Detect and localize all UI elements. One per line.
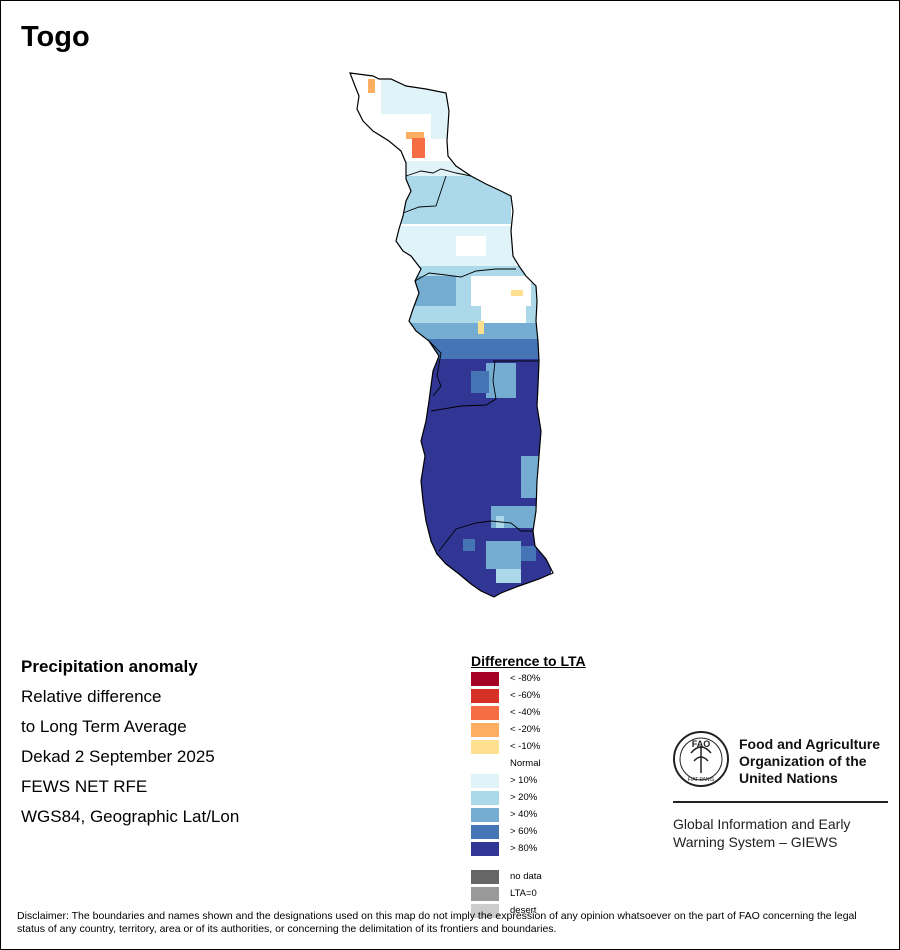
legend-label: < -40%	[510, 707, 541, 718]
fao-org-line-2: Organization of the	[739, 753, 867, 769]
legend-label: > 80%	[510, 843, 538, 854]
zone-coast-40	[486, 541, 521, 569]
legend-swatch	[471, 842, 499, 856]
zone-coast-20	[496, 569, 521, 583]
fao-org-line-3: United Nations	[739, 770, 838, 786]
boundary-centrale-west	[428, 340, 442, 397]
boundary-plateaux	[430, 360, 497, 412]
fao-org-line-1: Food and Agriculture	[739, 736, 881, 752]
fao-logo-top: FAO	[692, 739, 711, 749]
legend-title: Difference to LTA	[471, 653, 586, 669]
boundary-kara-west	[402, 175, 447, 214]
anomaly-raster	[350, 73, 553, 597]
legend-label: < -10%	[510, 741, 541, 752]
legend-label: < -60%	[510, 690, 541, 701]
info-line-2: Relative difference	[21, 687, 162, 706]
map-title: Togo	[21, 21, 90, 53]
legend-swatch	[471, 870, 499, 884]
legend-swatch	[471, 740, 499, 754]
region-boundaries	[402, 168, 538, 552]
zone-plateaux-40b	[486, 363, 516, 398]
info-line-3: to Long Term Average	[21, 717, 187, 736]
legend-swatch	[471, 757, 499, 771]
zone-dry-20b	[406, 132, 424, 139]
legend-label: Normal	[510, 758, 541, 769]
legend-swatch	[471, 774, 499, 788]
giews-line-1: Global Information and Early	[673, 816, 851, 832]
boundary-maritime	[438, 520, 533, 552]
legend-swatch	[471, 672, 499, 686]
legend-label: desert	[510, 905, 537, 916]
map-info: Precipitation anomaly Relative differenc…	[21, 657, 239, 837]
zone-coast-60	[521, 546, 536, 561]
legend-swatch	[471, 689, 499, 703]
legend-swatch	[471, 904, 499, 918]
legend-swatch	[471, 825, 499, 839]
legend-label: > 60%	[510, 826, 538, 837]
zone-east-40	[521, 456, 541, 498]
legend-label: LTA=0	[510, 888, 537, 899]
legend-swatch	[471, 706, 499, 720]
fao-logo-bottom: FIAT PANIS	[688, 777, 715, 783]
zone-north-10b	[431, 109, 451, 139]
legend-label: > 10%	[510, 775, 538, 786]
country-boundary	[349, 72, 554, 598]
zone-dry-10a	[511, 290, 523, 296]
legend-swatch	[471, 791, 499, 805]
zone-savanes-20	[401, 176, 511, 224]
legend-label: no data	[510, 871, 542, 882]
info-line-1: Precipitation anomaly	[21, 657, 198, 676]
legend-label: > 20%	[510, 792, 538, 803]
zone-plateaux-60	[421, 339, 541, 361]
giews-line-2: Warning System – GIEWS	[673, 834, 838, 850]
legend-swatch	[471, 808, 499, 822]
legend-label: < -20%	[510, 724, 541, 735]
legend-label: < -80%	[510, 673, 541, 684]
fao-divider	[673, 801, 888, 803]
zone-kara-normal	[456, 236, 486, 256]
fao-logo-icon: FAO FIAT PANIS	[673, 731, 729, 787]
disclaimer: Disclaimer: The boundaries and names sho…	[17, 910, 857, 935]
zone-dry-40	[412, 138, 425, 158]
boundary-savanes	[405, 168, 472, 177]
giews-name: Global Information and Early Warning Sys…	[673, 815, 850, 851]
info-line-4: Dekad 2 September 2025	[21, 747, 215, 766]
info-line-5: FEWS NET RFE	[21, 777, 148, 796]
legend-swatch	[471, 723, 499, 737]
fao-organization-name: Food and Agriculture Organization of the…	[739, 736, 880, 787]
zone-plateaux-60b	[471, 371, 489, 393]
boundary-kara	[414, 268, 516, 282]
legend-label: > 40%	[510, 809, 538, 820]
zone-dry-20a	[368, 79, 375, 93]
legend-swatch	[471, 887, 499, 901]
zone-dry-10b	[478, 321, 484, 334]
info-line-6: WGS84, Geographic Lat/Lon	[21, 807, 240, 826]
zone-coast-60b	[463, 539, 475, 551]
